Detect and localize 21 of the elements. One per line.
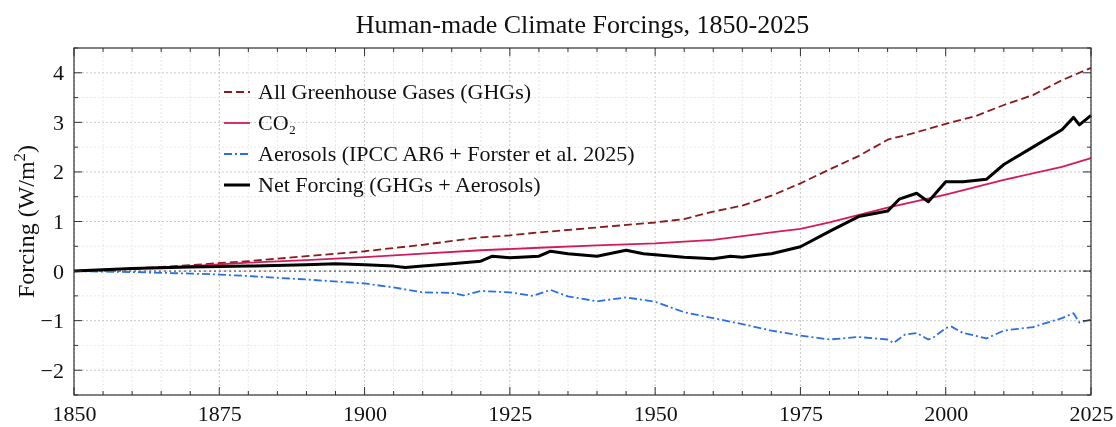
x-tick-label: 1925 [488, 400, 533, 426]
x-tick-label: 2025 [1069, 400, 1114, 426]
x-tick-label: 1875 [197, 400, 242, 426]
y-tick-label: 1 [53, 209, 64, 235]
y-tick-label: 0 [53, 258, 64, 284]
y-tick-label: −2 [40, 357, 64, 383]
x-tick-label: 1900 [343, 400, 388, 426]
x-tick-label: 1975 [778, 400, 823, 426]
y-tick-label: −1 [40, 308, 64, 334]
y-tick-label: 2 [53, 159, 64, 185]
x-tick-label: 1850 [52, 400, 97, 426]
line-series [72, 113, 1093, 273]
legend-label: Aerosols (IPCC AR6 + Forster et al. 2025) [258, 141, 635, 166]
x-tick-label: 2000 [924, 400, 969, 426]
chart-title: Human-made Climate Forcings, 1850-2025 [355, 10, 810, 39]
legend-label: All Greenhouse Gases (GHGs) [258, 79, 532, 104]
legend-label: Net Forcing (GHGs + Aerosols) [258, 172, 541, 197]
y-tick-label: 3 [53, 109, 64, 135]
legend-label: CO₂ [258, 110, 297, 135]
y-tick-label: 4 [53, 60, 64, 86]
x-tick-label: 1950 [633, 400, 678, 426]
